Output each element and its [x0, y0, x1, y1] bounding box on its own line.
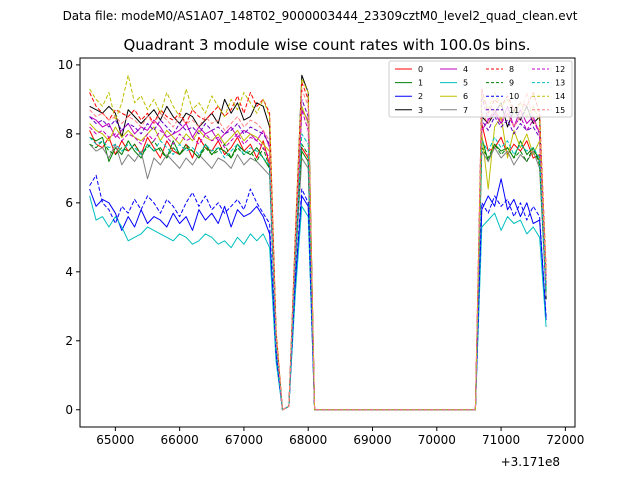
y-tick-label: 4	[65, 265, 73, 279]
x-tick-label: 69000	[353, 433, 391, 447]
legend-box	[388, 60, 573, 118]
legend-label-0: 0	[418, 65, 423, 74]
series-line-4	[89, 105, 547, 411]
series-line-11	[89, 98, 547, 411]
legend-label-2: 2	[418, 92, 423, 101]
axes-frame	[79, 57, 576, 428]
legend-label-7: 7	[463, 106, 468, 115]
x-tick-label: 68000	[289, 433, 327, 447]
y-tick-label: 8	[65, 127, 73, 141]
y-tick-label: 2	[65, 334, 73, 348]
ticks-layer: 65000 66000 67000 68000 69000 70000 71000 72000…	[58, 58, 585, 447]
legend-label-11: 11	[509, 106, 519, 115]
series-line-8	[89, 81, 547, 411]
series-line-14	[89, 74, 547, 411]
legend-label-13: 13	[555, 79, 565, 88]
legend-label-12: 12	[555, 65, 565, 74]
suptitle: Data file: modeM0/AS1A07_148T02_90000034…	[63, 9, 578, 23]
x-tick-label: 71000	[482, 433, 520, 447]
legend-label-6: 6	[463, 92, 468, 101]
legend-label-1: 1	[418, 79, 423, 88]
series-line-13	[89, 133, 547, 411]
legend-label-8: 8	[509, 65, 514, 74]
x-tick-label: 65000	[96, 433, 134, 447]
legend-label-3: 3	[418, 106, 423, 115]
x-tick-label: 66000	[161, 433, 199, 447]
y-tick-label: 6	[65, 196, 73, 210]
series-layer	[89, 74, 547, 411]
x-tick-label: 67000	[225, 433, 263, 447]
y-tick-label: 0	[65, 403, 73, 417]
legend-label-5: 5	[463, 79, 468, 88]
legend-label-15: 15	[555, 106, 565, 115]
legend-label-10: 10	[509, 92, 519, 101]
x-tick-label: 72000	[546, 433, 584, 447]
series-line-0	[89, 123, 547, 411]
legend-label-4: 4	[463, 65, 468, 74]
series-line-6	[89, 105, 547, 411]
x-tick-label: 70000	[418, 433, 456, 447]
legend-label-14: 14	[555, 92, 565, 101]
y-tick-label: 10	[58, 58, 73, 72]
legend-label-9: 9	[509, 79, 514, 88]
series-line-15	[89, 88, 547, 411]
series-line-12	[89, 95, 547, 411]
chart-title: Quadrant 3 module wise count rates with …	[123, 36, 530, 54]
x-offset-label: +3.171e8	[501, 455, 560, 469]
